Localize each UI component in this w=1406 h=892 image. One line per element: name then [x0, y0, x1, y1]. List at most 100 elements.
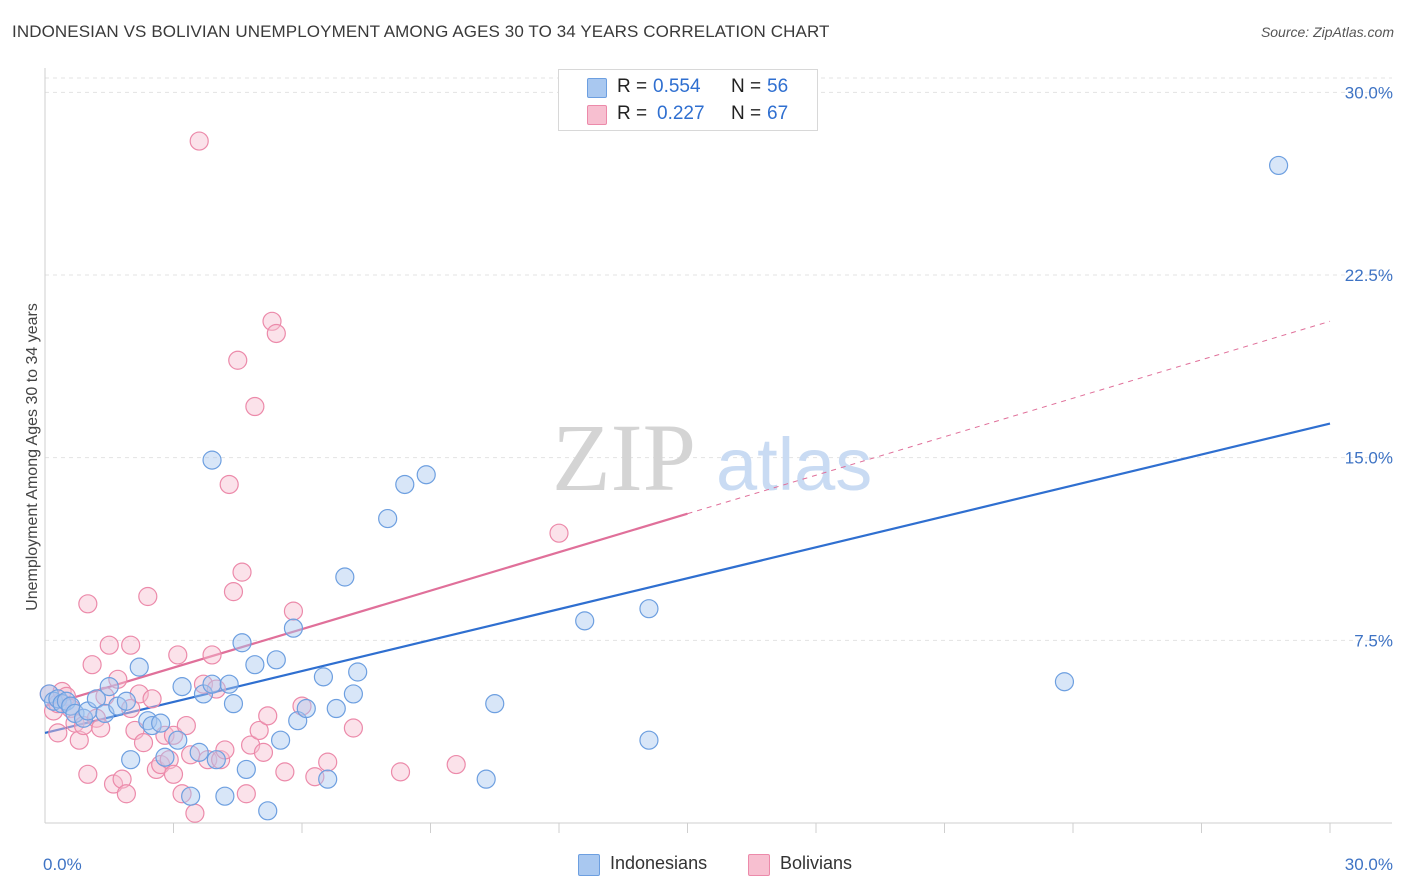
indonesian-point — [639, 599, 659, 619]
indonesian-point — [639, 730, 659, 750]
indonesian-point — [313, 667, 334, 687]
bolivian-point — [275, 762, 295, 782]
legend-r-label: R = — [617, 76, 648, 97]
chart-title: INDONESIAN VS BOLIVIAN UNEMPLOYMENT AMON… — [12, 22, 830, 41]
y-axis-label: Unemployment Among Ages 30 to 34 years — [24, 303, 41, 611]
indonesian-point — [172, 677, 192, 697]
bolivian-point — [549, 523, 569, 543]
y-tick-label: 30.0% — [1345, 83, 1393, 102]
bolivian-point — [121, 635, 141, 655]
bolivian-point — [99, 635, 119, 655]
watermark: ZIP atlas — [552, 404, 872, 511]
indonesian-point — [343, 684, 363, 704]
indonesian-point — [202, 450, 222, 470]
y-tick-label: 7.5% — [1354, 631, 1393, 650]
points-layer — [39, 131, 1289, 823]
indonesian-point — [296, 698, 316, 719]
bolivian-point — [223, 582, 244, 602]
bolivian-point — [78, 594, 98, 614]
indonesian-point — [1054, 672, 1075, 692]
legend-r-value: 0.554 — [653, 76, 701, 97]
indonesian-point — [416, 465, 436, 485]
indonesians-trendline — [44, 422, 1331, 734]
bolivian-point — [189, 131, 209, 151]
legend-r-value: 0.227 — [657, 103, 705, 124]
indonesian-point — [245, 655, 265, 675]
bolivian-point — [168, 645, 188, 665]
legend-n-value: 67 — [767, 103, 789, 124]
indonesian-point — [318, 769, 338, 789]
bolivian-point — [48, 723, 68, 743]
indonesian-point — [202, 674, 222, 694]
bolivian-point — [142, 689, 162, 709]
bolivian-point — [266, 323, 286, 344]
legend-n-label: N = — [731, 76, 762, 97]
bolivian-point — [249, 720, 269, 741]
correlation-legend: R = 0.554 N = 56 R = 0.227 N = 67 — [558, 69, 818, 131]
bolivian-point — [343, 718, 363, 738]
tick-labels: 7.5% 15.0% 22.5% 30.0% 0.0% 30.0% — [43, 83, 1393, 874]
indonesian-point — [151, 713, 171, 733]
indonesian-point — [270, 730, 291, 750]
indonesian-point — [1268, 155, 1289, 176]
bolivian-point — [82, 655, 102, 675]
indonesian-point — [181, 786, 201, 806]
bolivian-point — [133, 733, 154, 753]
trend-layer — [44, 320, 1331, 734]
bolivian-point — [228, 350, 248, 370]
x-tick-label: 0.0% — [43, 855, 82, 874]
y-tick-label: 22.5% — [1345, 266, 1393, 285]
indonesian-point — [326, 698, 346, 719]
indonesian-point — [155, 747, 175, 767]
indonesian-point — [86, 689, 107, 709]
bolivian-point — [232, 562, 252, 582]
bolivian-point — [91, 718, 111, 738]
bolivian-point — [258, 706, 278, 726]
indonesian-point — [335, 567, 355, 587]
indonesian-point — [476, 769, 496, 789]
indonesian-point — [99, 677, 119, 697]
bolivian-point — [219, 474, 239, 495]
indonesian-point — [378, 508, 398, 529]
bolivian-point — [283, 601, 304, 621]
series-legend-label: Indonesians — [610, 853, 708, 873]
bolivian-point — [253, 742, 274, 762]
legend-n-value: 56 — [767, 76, 789, 97]
indonesian-point — [189, 742, 209, 762]
bolivians-trendline — [44, 512, 688, 708]
legend-n-label: N = — [731, 103, 762, 124]
indonesian-point — [236, 759, 256, 780]
indonesian-point — [168, 730, 188, 750]
bolivian-point — [69, 730, 89, 750]
source-note: Source: ZipAtlas.com — [1260, 24, 1394, 40]
bolivian-point — [112, 769, 132, 789]
indonesian-point — [206, 750, 226, 770]
bolivian-point — [390, 762, 411, 782]
indonesian-point — [232, 633, 252, 653]
legend-swatch-indonesians — [578, 854, 600, 876]
bolivian-point — [185, 803, 205, 823]
indonesian-point — [575, 611, 595, 631]
indonesian-point — [219, 674, 239, 694]
y-tick-label: 15.0% — [1345, 449, 1393, 468]
legend-swatch-indonesians — [587, 78, 607, 98]
bolivian-point — [318, 752, 338, 772]
indonesian-point — [348, 662, 368, 682]
bolivian-point — [176, 715, 196, 736]
bolivian-point — [262, 311, 282, 331]
bolivians-trendline-projection — [687, 320, 1331, 515]
series-legend-label: Bolivians — [780, 853, 853, 873]
indonesian-point — [266, 650, 286, 670]
indonesian-point — [485, 694, 505, 714]
legend-swatch-bolivians — [587, 105, 607, 125]
bolivian-point — [236, 784, 256, 804]
bolivian-point — [446, 754, 466, 775]
bolivian-point — [116, 784, 136, 804]
indonesian-point — [395, 474, 415, 495]
watermark-atlas: atlas — [716, 423, 872, 506]
bolivian-point — [163, 764, 184, 784]
watermark-zip: ZIP — [552, 404, 696, 511]
indonesian-point — [258, 801, 278, 821]
bolivian-point — [78, 764, 98, 784]
